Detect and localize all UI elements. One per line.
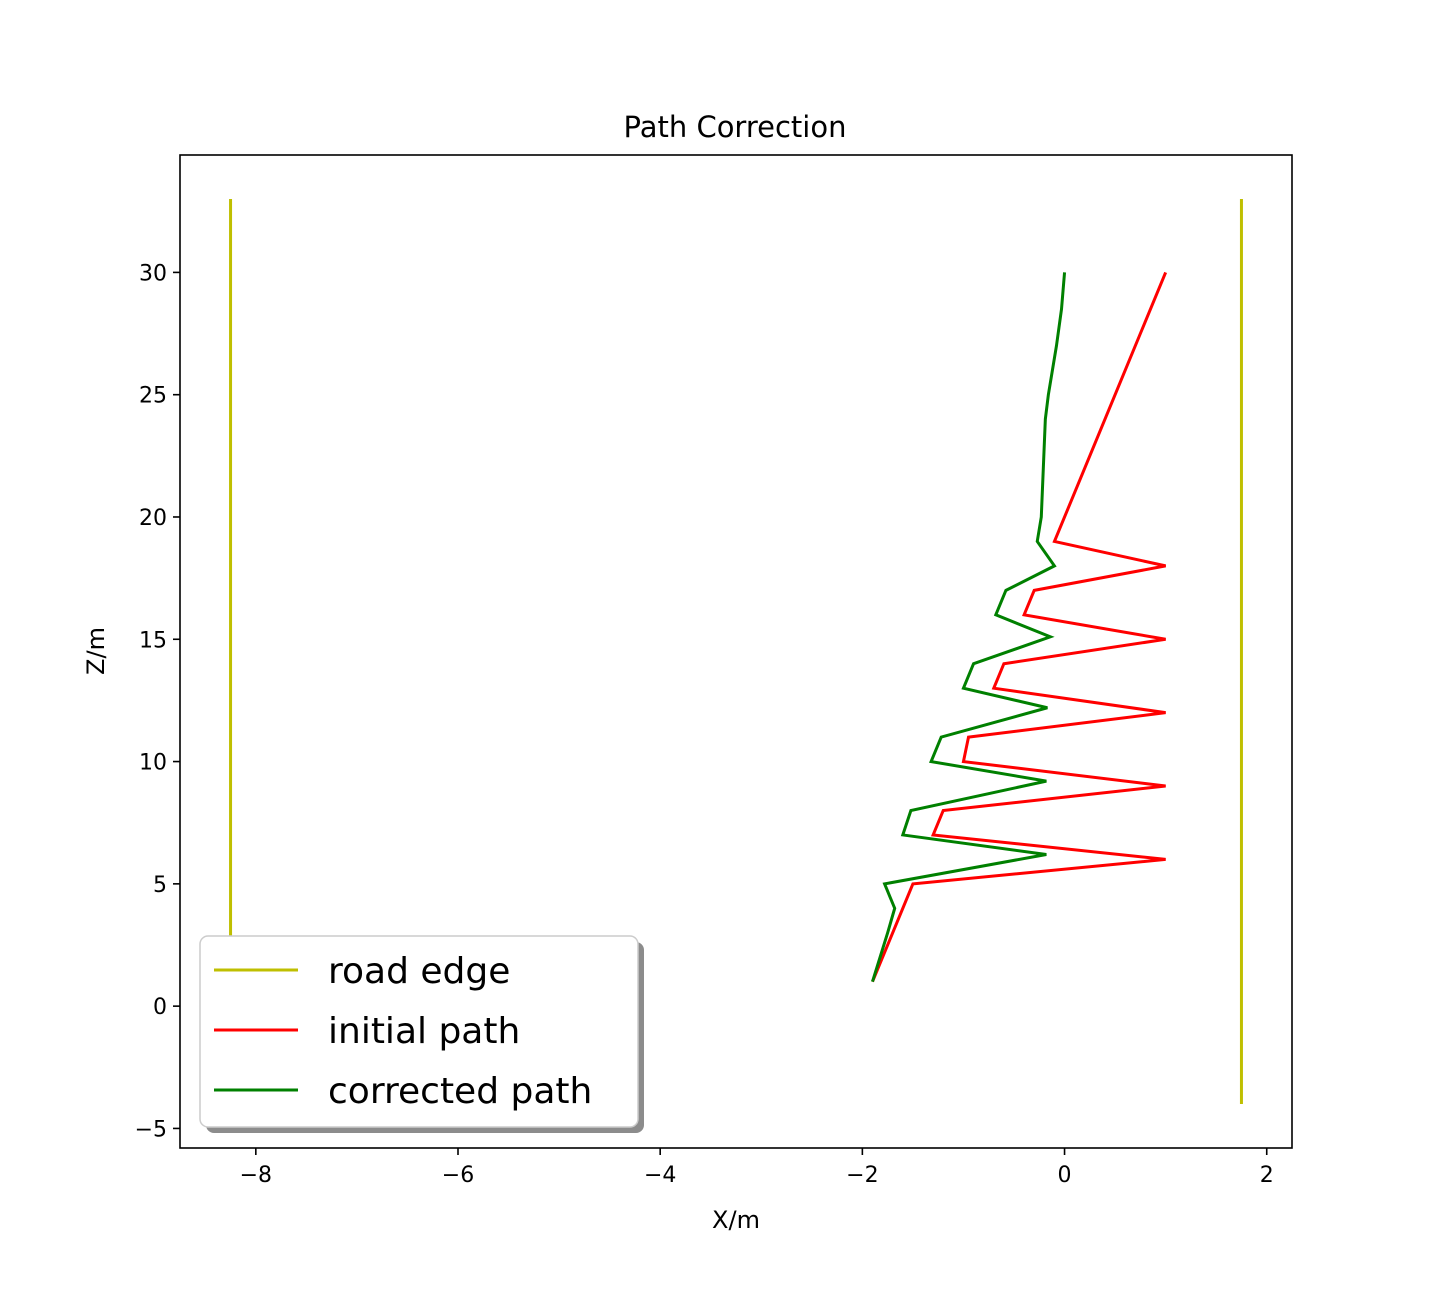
y-tick-label: 25 (139, 384, 167, 409)
y-axis-label: Z/m (82, 627, 110, 675)
x-axis-label: X/m (712, 1206, 760, 1234)
y-tick-label: 20 (139, 506, 167, 531)
series-line-initial-path (871, 271, 1168, 983)
x-tick-label: 0 (1058, 1163, 1072, 1188)
y-tick-label: 30 (139, 261, 167, 286)
y-tick-label: 15 (139, 628, 167, 653)
y-tick-label: −5 (135, 1117, 167, 1142)
x-tick-label: −4 (644, 1163, 676, 1188)
x-tick-label: 2 (1260, 1163, 1274, 1188)
y-tick-label: 10 (139, 751, 167, 776)
chart-title: Path Correction (624, 110, 847, 144)
y-tick-label: 0 (153, 995, 167, 1020)
legend-label-initial-path: initial path (328, 1011, 520, 1052)
series-line-corrected-path (871, 272, 1067, 983)
y-tick-label: 5 (153, 873, 167, 898)
x-tick-label: −2 (846, 1163, 878, 1188)
legend: road edge initial path corrected path (199, 935, 644, 1133)
y-axis-ticks: −5 0 5 10 15 20 25 30 (135, 261, 180, 1142)
legend-entries: road edge initial path corrected path (214, 951, 592, 1112)
legend-box (199, 935, 639, 1128)
x-tick-label: −6 (442, 1163, 474, 1188)
legend-label-corrected-path: corrected path (328, 1071, 592, 1112)
legend-label-road-edge: road edge (328, 951, 510, 992)
x-axis-ticks: −8 −6 −4 −2 0 2 (240, 1148, 1274, 1188)
plot-frame (179, 154, 1293, 1149)
x-tick-label: −8 (240, 1163, 272, 1188)
